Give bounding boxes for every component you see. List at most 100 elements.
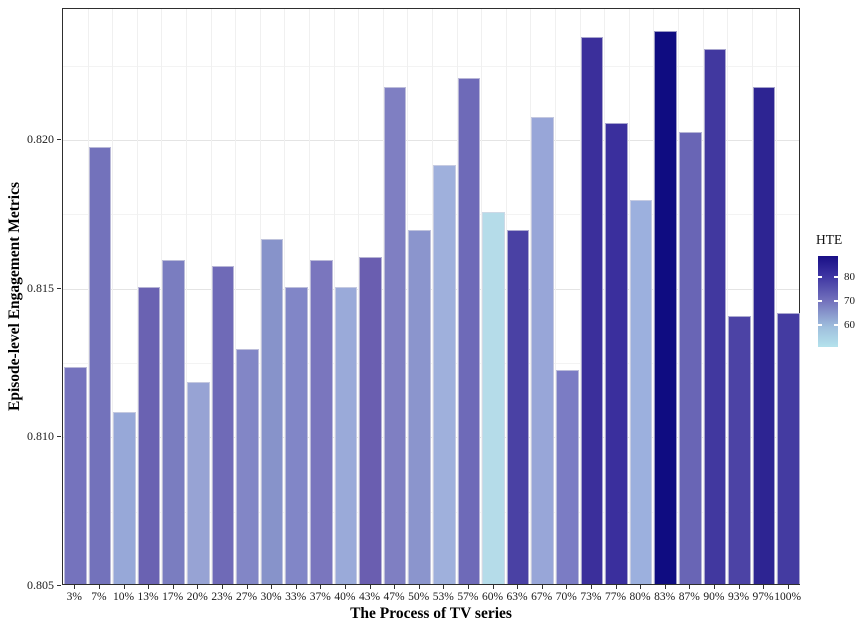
legend-tick-mark [818,299,822,302]
y-tick-mark [57,585,61,586]
bar-27% [236,349,259,584]
x-tick-mark [492,585,494,589]
x-tick-label: 43% [358,591,381,603]
plot-panel [62,8,800,585]
vertical-gridline [210,9,212,584]
y-tick-mark [57,287,61,289]
x-tick-mark [344,585,346,589]
vertical-gridline [259,9,261,584]
bar-33% [285,286,308,584]
legend-tick-label: 60 [844,319,855,332]
x-tick-mark [640,585,642,589]
x-tick-mark [763,585,765,589]
vertical-gridline [530,9,532,584]
bar-30% [260,239,284,584]
x-tick-label: 93% [727,591,750,603]
x-tick-label: 53% [432,591,454,603]
legend-title: HTE [816,232,843,247]
vertical-gridline [628,9,630,584]
x-tick-label: 33% [285,591,307,603]
minor-gridline [63,214,799,216]
bar-40% [334,286,358,584]
bar-57% [457,78,481,584]
y-tick-label: 0.805 [27,578,54,592]
bar-20% [186,381,210,584]
y-tick-mark [57,436,61,438]
vertical-gridline [456,9,458,584]
x-tick-mark [615,585,617,589]
vertical-gridline [309,9,310,584]
bar-7% [88,146,112,584]
major-gridline [63,139,799,141]
x-tick-label: 67% [531,591,553,603]
bar-60% [482,212,505,584]
bar-83% [654,30,677,584]
bar-47% [383,87,407,584]
y-tick-mark [57,138,61,140]
vertical-gridline [481,9,483,584]
vertical-gridline [235,9,237,584]
legend: HTE 80 70 60 [810,232,866,372]
x-tick-mark [713,585,715,589]
vertical-gridline [604,9,606,584]
vertical-gridline [702,9,704,584]
vertical-gridline [112,9,114,584]
legend-tick-mark [818,324,822,327]
y-tick-label: 0.815 [27,280,54,295]
bar-13% [137,286,161,584]
vertical-gridline [407,9,409,584]
x-tick-mark [689,585,691,589]
vertical-gridline [161,9,163,584]
bar-97% [752,87,776,584]
vertical-gridline [87,9,89,584]
x-tick-mark [295,585,297,589]
x-tick-mark [74,585,76,589]
x-tick-mark [467,585,469,589]
vertical-gridline [776,9,778,584]
vertical-gridline [678,9,679,584]
x-tick-label: 40% [334,591,356,603]
x-tick-mark [197,585,199,589]
x-tick-label: 70% [555,591,577,603]
x-tick-mark [566,585,568,589]
y-axis-title: Episode-level Engagement Metrics [6,182,23,412]
x-tick-label: 23% [211,591,233,603]
x-tick-mark [172,585,174,589]
legend-tick-label: 80 [844,270,855,283]
bar-50% [408,230,431,584]
x-tick-label: 77% [604,591,627,603]
bar-80% [629,200,653,584]
x-tick-label: 100% [774,591,802,603]
x-tick-label: 83% [654,591,676,603]
major-gridline [63,437,799,439]
minor-gridline [63,65,799,67]
vertical-gridline [579,9,581,584]
x-tick-mark [418,585,420,589]
x-tick-label: 87% [678,591,700,603]
vertical-gridline [505,9,507,584]
bar-73% [580,36,604,584]
major-gridline [63,288,799,290]
minor-gridline [63,362,799,364]
legend-tick-mark [834,275,838,278]
bar-87% [678,131,702,584]
bar-100% [777,313,800,584]
bar-77% [605,123,628,584]
x-tick-mark [320,585,322,589]
x-tick-label: 97% [752,591,774,603]
x-tick-label: 63% [506,591,528,603]
x-tick-label: 57% [457,591,479,603]
vertical-gridline [186,9,187,584]
bar-63% [506,230,530,584]
vertical-gridline [727,9,729,584]
vertical-gridline [136,9,138,584]
bar-43% [359,256,382,584]
y-tick-label: 0.820 [27,131,54,146]
x-tick-label: 20% [186,591,208,603]
legend-tick-label: 70 [844,294,855,307]
x-tick-mark [123,585,125,589]
legend-tick-mark [834,299,838,302]
x-tick-mark [221,585,223,589]
x-tick-label: 90% [703,591,725,603]
